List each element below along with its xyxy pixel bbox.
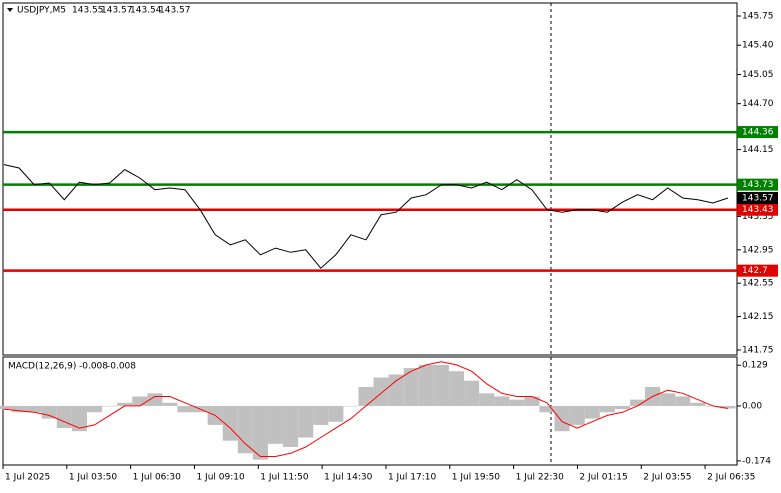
macd-title: MACD(12,26,9)	[8, 362, 76, 372]
histogram-bar	[117, 402, 133, 406]
y-tick-label: 0.00	[742, 401, 762, 411]
histogram-bar	[690, 402, 706, 406]
x-tick-label: 2 Jul 06:35	[707, 473, 755, 483]
histogram-bar	[283, 405, 299, 447]
y-tick-label: 145.40	[742, 41, 774, 51]
x-tick-label: 2 Jul 01:15	[579, 473, 627, 483]
histogram-bar	[479, 393, 495, 406]
histogram-bar	[418, 364, 434, 406]
histogram-bar	[539, 405, 555, 413]
histogram-bar	[102, 405, 118, 407]
histogram-bar	[584, 405, 600, 419]
level-label: 143.43	[742, 205, 774, 215]
last-price-label: 143.57	[742, 194, 774, 204]
histogram-bar	[464, 380, 480, 406]
histogram-bar	[599, 405, 615, 413]
x-tick-label: 1 Jul 11:50	[260, 473, 309, 483]
y-tick-label: -0.174	[742, 456, 771, 466]
x-tick-label: 1 Jul 09:10	[196, 473, 245, 483]
histogram-bar	[373, 377, 389, 406]
histogram-bar	[569, 405, 585, 425]
histogram-bar	[509, 399, 525, 406]
menu-arrow	[7, 8, 13, 12]
level-tag	[737, 126, 778, 139]
histogram-bar	[26, 405, 42, 413]
histogram-bar	[11, 405, 27, 413]
level-label: 144.36	[742, 128, 774, 138]
histogram-bar	[629, 399, 646, 406]
histogram-bar	[358, 387, 374, 406]
y-tick-label: 142.95	[742, 245, 774, 255]
histogram-bar	[388, 374, 404, 406]
level-tag	[737, 264, 778, 277]
histogram-bar	[132, 396, 148, 406]
x-tick-label: 1 Jul 22:30	[516, 473, 565, 483]
y-tick-label: 143.35	[742, 212, 774, 222]
level-label: 142.7	[742, 266, 768, 276]
x-tick-label: 1 Jul 14:30	[324, 473, 373, 483]
histogram-bar	[162, 402, 178, 406]
histogram-bar	[298, 405, 314, 438]
histogram-bar	[56, 405, 72, 429]
macd-value: -0.008	[79, 362, 108, 372]
y-tick-label: 142.15	[742, 312, 774, 322]
histogram-bar	[675, 396, 691, 406]
histogram-bar	[177, 405, 193, 413]
x-tick-label: 1 Jul 06:30	[133, 473, 182, 483]
histogram-bar	[313, 405, 329, 425]
y-tick-label: 0.129	[742, 361, 768, 371]
histogram-bar	[614, 405, 630, 410]
level-tag	[737, 178, 778, 191]
y-tick-label: 144.15	[742, 145, 774, 155]
price-panel	[2, 2, 738, 356]
ohlc-value: 143.57	[101, 6, 133, 16]
last-price-tag	[737, 192, 778, 205]
ohlc-value: 143.57	[159, 6, 191, 16]
x-tick-label: 1 Jul 19:50	[452, 473, 501, 483]
x-tick-label: 2 Jul 03:55	[643, 473, 691, 483]
histogram-bar	[328, 405, 344, 422]
y-tick-label: 145.75	[742, 12, 774, 22]
symbol-title: USDJPY,M5	[17, 6, 66, 16]
x-tick-label: 1 Jul 17:10	[388, 473, 437, 483]
ohlc-value: 143.54	[130, 6, 162, 16]
x-tick-label: 1 Jul 03:50	[69, 473, 118, 483]
ohlc-value: 143.55	[72, 6, 104, 16]
histogram-bar	[252, 405, 268, 460]
histogram-bar	[267, 405, 284, 444]
histogram-bar	[71, 405, 87, 432]
level-label: 143.73	[742, 180, 774, 190]
histogram-bar	[660, 393, 676, 406]
y-tick-label: 142.55	[742, 279, 774, 289]
histogram-bar	[343, 405, 359, 407]
histogram-bar	[554, 405, 570, 432]
histogram-bar	[41, 405, 57, 419]
histogram-bar	[494, 396, 510, 406]
x-tick-label: 1 Jul 2025	[5, 473, 50, 483]
macd-panel	[2, 356, 738, 466]
histogram-bar	[433, 364, 449, 406]
histogram-bar	[0, 405, 12, 410]
price-line	[3, 164, 729, 269]
histogram-bar	[237, 405, 253, 454]
y-tick-label: 145.05	[742, 70, 774, 80]
histogram-bar	[524, 396, 540, 406]
histogram-bar	[86, 405, 103, 413]
y-tick-label: 144.70	[742, 99, 774, 109]
histogram-bar	[448, 371, 465, 406]
histogram-bar	[403, 368, 419, 406]
histogram-bar	[720, 405, 736, 409]
y-tick-label: 141.75	[742, 346, 774, 356]
level-tag	[737, 203, 778, 216]
signal-line	[3, 361, 729, 457]
macd-value: -0.008	[107, 362, 136, 372]
